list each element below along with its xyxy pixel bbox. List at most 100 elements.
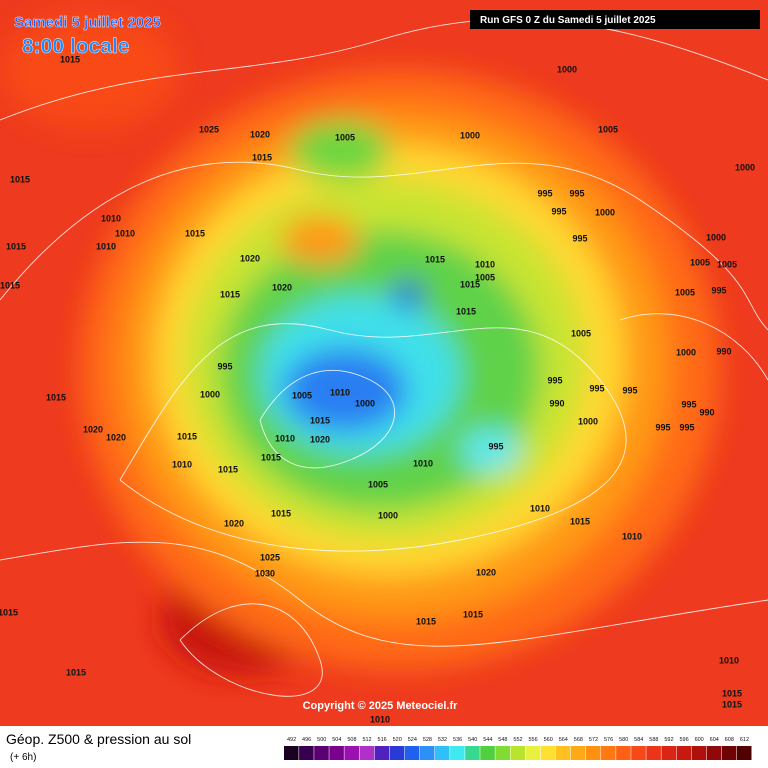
isobar-label: 1020 — [83, 424, 103, 434]
isobar-label: 1005 — [675, 287, 695, 297]
isobar-label: 995 — [679, 422, 694, 432]
isobar-label: 1020 — [224, 518, 244, 528]
isobar-label: 1015 — [252, 152, 272, 162]
colorbar-label: 500 — [317, 737, 326, 743]
isobar-label: 1020 — [272, 282, 292, 292]
colorbar-label: 492 — [287, 737, 296, 743]
colorbar-label: 512 — [362, 737, 371, 743]
footer: Géop. Z500 & pression au sol (+ 6h) 492 4… — [0, 726, 768, 768]
isobar-label: 990 — [549, 398, 564, 408]
run-info: Run GFS 0 Z du Samedi 5 juillet 2025 — [480, 15, 656, 26]
isobar-label: 995 — [681, 399, 696, 409]
isobar-label: 1015 — [185, 228, 205, 238]
isobar-label: 1010 — [475, 259, 495, 269]
colorbar-swatch — [646, 746, 661, 760]
isobar-label: 990 — [716, 346, 731, 356]
map: 1015 1000 1025 1020 1015 1005 1000 1005 1000 1015… — [0, 0, 768, 726]
colorbar-swatch — [676, 746, 692, 760]
isobar-label: 1000 — [676, 347, 696, 357]
colorbar-swatch — [540, 746, 556, 760]
colorbar-swatch — [465, 746, 480, 760]
isobar-label: 1015 — [10, 174, 30, 184]
colorbar-label: 588 — [649, 737, 658, 743]
isobar-label: 1000 — [378, 510, 398, 520]
isobar-label: 995 — [622, 385, 637, 395]
colorbar-label: 528 — [423, 737, 432, 743]
isobar-label: 995 — [551, 206, 566, 216]
isobar-label: 1020 — [240, 253, 260, 263]
isobar-label: 1005 — [475, 272, 495, 282]
isobar-label: 995 — [655, 422, 670, 432]
isobar-label: 990 — [699, 407, 714, 417]
isobar-label: 1010 — [330, 387, 350, 397]
colorbar-label: 520 — [393, 737, 402, 743]
isobar-label: 1010 — [413, 458, 433, 468]
isobar-label: 1005 — [335, 132, 355, 142]
colorbar-swatch — [404, 746, 420, 760]
isobars — [0, 18, 768, 697]
isobar-label: 1000 — [200, 389, 220, 399]
isobar-label: 1015 — [177, 431, 197, 441]
isobar-label: 1015 — [463, 609, 483, 619]
colorbar-swatch — [616, 746, 631, 760]
isobar-label: 995 — [572, 233, 587, 243]
colorbar-swatch — [374, 746, 390, 760]
colorbar-label: 548 — [498, 737, 507, 743]
colorbar: 492 496 500 504 508 512 516 520 524 528 532 536 540 5… — [284, 737, 752, 760]
isobar-label: 995 — [217, 361, 232, 371]
isobar-label: 995 — [537, 188, 552, 198]
colorbar-label: 496 — [302, 737, 311, 743]
isobar-label: 1020 — [310, 434, 330, 444]
colorbar-swatch — [450, 746, 465, 760]
isobar-label: 1000 — [578, 416, 598, 426]
colorbar-swatch — [736, 746, 752, 760]
colorbar-label: 516 — [378, 737, 387, 743]
colorbar-swatch — [721, 746, 737, 760]
isobar-label: 1005 — [598, 124, 618, 134]
colorbar-label: 608 — [725, 737, 734, 743]
colorbar-swatch — [691, 746, 707, 760]
colorbar-swatch — [570, 746, 586, 760]
isobar-label: 1010 — [719, 655, 739, 665]
header: Samedi 5 juillet 2025 8:00 locale Run GF… — [14, 10, 760, 58]
isobar-label: 1005 — [292, 390, 312, 400]
isobar-label: 1025 — [199, 124, 219, 134]
isobar-label: 995 — [589, 383, 604, 393]
colorbar-swatch — [434, 746, 450, 760]
colorbar-swatch — [314, 746, 329, 760]
isobar-label: 1000 — [355, 398, 375, 408]
run-box — [470, 10, 760, 29]
isobar-label: 1015 — [220, 289, 240, 299]
colorbar-label: 504 — [332, 737, 341, 743]
isobar-label: 1000 — [557, 64, 577, 74]
isobar-label: 1010 — [530, 503, 550, 513]
isobar-label: 1000 — [735, 162, 755, 172]
isobar-label: 1015 — [60, 54, 80, 64]
isobar-label: 1015 — [46, 392, 66, 402]
colorbar-label: 596 — [679, 737, 688, 743]
isobar-label: 1015 — [722, 688, 742, 698]
colorbar-label: 564 — [559, 737, 568, 743]
colorbar-swatch — [480, 746, 495, 760]
footer-lead: (+ 6h) — [10, 752, 36, 763]
colorbar-swatch — [284, 746, 299, 760]
isobar-label: 1015 — [0, 280, 20, 290]
isobar-label: 995 — [547, 375, 562, 385]
colorbar-label: 552 — [513, 737, 522, 743]
colorbar-label: 568 — [574, 737, 583, 743]
colorbar-label: 600 — [695, 737, 704, 743]
colorbar-label: 612 — [740, 737, 749, 743]
colorbar-swatch — [419, 746, 435, 760]
geopotential-field — [0, 10, 720, 675]
colorbar-swatch — [661, 746, 677, 760]
isobar-label: 1010 — [101, 213, 121, 223]
colorbar-label: 604 — [710, 737, 719, 743]
colorbar-label: 592 — [664, 737, 673, 743]
colorbar-label: 572 — [589, 737, 598, 743]
colorbar-swatch — [601, 746, 616, 760]
isobar-label: 1015 — [722, 699, 742, 709]
isobar-label: 1010 — [115, 228, 135, 238]
header-date: Samedi 5 juillet 2025 — [14, 14, 161, 31]
isobar-label: 1015 — [310, 415, 330, 425]
isobar-label: 1000 — [595, 207, 615, 217]
